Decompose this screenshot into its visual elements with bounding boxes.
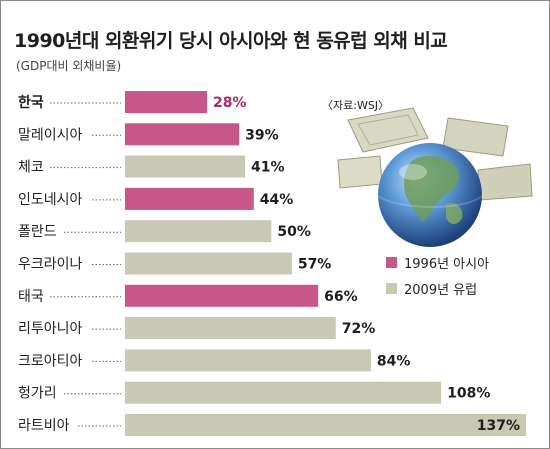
bar-row-3 bbox=[125, 187, 254, 210]
category-label-row-10: 라트비아 bbox=[18, 418, 70, 434]
bar-row-1 bbox=[125, 123, 240, 146]
bar-row-2 bbox=[125, 155, 246, 178]
value-label-row-1: 39% bbox=[245, 127, 279, 143]
category-label-row-2: 체코 bbox=[18, 160, 44, 176]
category-label-row-6: 태국 bbox=[18, 289, 44, 305]
value-label-row-8: 84% bbox=[377, 353, 411, 369]
category-label-row-9: 헝가리 bbox=[18, 386, 57, 402]
category-label-row-1: 말레이시아 bbox=[18, 127, 83, 143]
legend-label-asia: 1996년 아시아 bbox=[404, 257, 490, 272]
category-label-row-8: 크로아티아 bbox=[18, 353, 83, 369]
category-label-row-5: 우크라이나 bbox=[18, 257, 83, 273]
source-note: 〈자료:WSJ〉 bbox=[322, 99, 390, 112]
value-label-row-10: 137% bbox=[477, 418, 520, 434]
value-label-row-5: 57% bbox=[298, 257, 332, 273]
value-label-row-9: 108% bbox=[447, 386, 490, 402]
money-bills-icon bbox=[337, 107, 533, 201]
chart-title: 1990년대 외환위기 당시 아시아와 현 동유럽 외채 비교 bbox=[14, 30, 448, 52]
category-label-row-4: 폴란드 bbox=[18, 224, 57, 240]
legend-label-europe: 2009년 유럽 bbox=[404, 283, 478, 298]
category-label-row-3: 인도네시아 bbox=[18, 192, 83, 208]
bar-row-0 bbox=[125, 91, 207, 113]
bar-row-6 bbox=[125, 284, 319, 307]
legend-swatch-europe bbox=[386, 283, 397, 294]
legend-swatch-asia bbox=[386, 257, 397, 268]
globe-with-money-icon bbox=[337, 107, 533, 247]
value-label-row-0: 28% bbox=[213, 95, 247, 111]
value-label-row-6: 66% bbox=[324, 289, 358, 305]
value-label-row-7: 72% bbox=[342, 321, 376, 337]
bar-row-5 bbox=[125, 252, 292, 275]
category-label-row-0: 한국 bbox=[18, 95, 44, 111]
bar-row-4 bbox=[125, 220, 272, 243]
bar-row-8 bbox=[125, 349, 371, 372]
value-label-row-3: 44% bbox=[260, 192, 294, 208]
category-label-row-7: 리투아니아 bbox=[18, 321, 83, 337]
chart-subtitle: (GDP대비 외채비율) bbox=[16, 59, 122, 73]
bar-row-10 bbox=[125, 414, 526, 436]
value-label-row-2: 41% bbox=[251, 160, 285, 176]
value-label-row-4: 50% bbox=[277, 224, 311, 240]
bar-row-9 bbox=[125, 381, 442, 404]
bar-row-7 bbox=[125, 317, 336, 340]
